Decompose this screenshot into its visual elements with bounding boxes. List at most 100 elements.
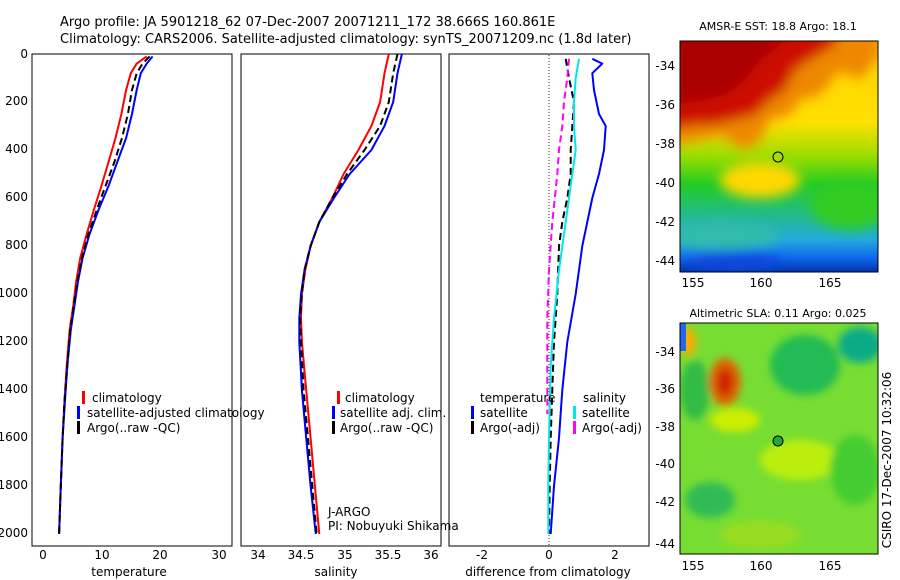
sla-lon-160: 160	[750, 559, 773, 573]
diff-tick-0: 0	[545, 548, 553, 562]
sal-tick-35: 35	[337, 548, 352, 562]
sla-green-sw	[685, 482, 735, 518]
sal-legend-label-argo: Argo(..raw -QC)	[340, 421, 433, 435]
sla-yellow-mid	[710, 408, 760, 432]
principal-investigator-label: PI: Nobuyuki Shikama	[328, 519, 459, 533]
depth-tick-0: 0	[20, 47, 28, 61]
difference-series-group	[546, 57, 607, 535]
sst-lat-34: -34	[655, 59, 675, 73]
depth-tick-200: 200	[5, 94, 28, 108]
sla-eddy-red	[717, 368, 733, 396]
salinity-legend: climatology satellite adj. clim. Argo(..…	[332, 391, 446, 435]
legend-label-climatology: climatology	[92, 391, 162, 405]
sst-yellow-tongue	[720, 162, 800, 198]
sla-lat-40: -40	[655, 457, 675, 471]
sla-argo-marker	[772, 435, 784, 447]
sla-lon-155: 155	[682, 559, 705, 573]
sst-lon-155: 155	[682, 276, 705, 290]
salinity-series-group	[298, 53, 403, 535]
sla-lat-44: -44	[655, 537, 675, 551]
diff-legend-swatch-sal-satellite	[573, 406, 576, 419]
sla-blobs	[680, 327, 878, 549]
sal-legend-swatch-argo	[332, 421, 335, 434]
legend-label-satellite-adjusted: satellite-adjusted climatology	[87, 406, 265, 420]
sla-lat-34: -34	[655, 345, 675, 359]
sst-lat-40: -40	[655, 176, 675, 190]
sst-lon-165: 165	[819, 276, 842, 290]
legend-swatch-satellite-adjusted	[77, 406, 80, 419]
sal-tick-34-5: 34.5	[288, 548, 315, 562]
figure-title-line-2: Climatology: CARS2006. Satellite-adjuste…	[60, 32, 632, 47]
temperature-legend: climatology satellite-adjusted climatolo…	[77, 391, 265, 435]
sst-lat-44: -44	[655, 254, 675, 268]
sla-blue-corner	[680, 323, 686, 351]
depth-tick-labels: 0 200 400 600 800 1000 1200 1400 1600 18…	[0, 47, 28, 540]
salinity-series-argo-raw-qc-2	[299, 53, 399, 535]
sla-map-title: Altimetric SLA: 0.11 Argo: 0.025	[689, 307, 866, 320]
diff-legend-label-temp-argo: Argo(-adj)	[480, 421, 540, 435]
sst-lat-42: -42	[655, 215, 675, 229]
depth-tick-2000: 2000	[0, 526, 28, 540]
sla-teal-ne	[838, 327, 878, 363]
sst-lat-36: -36	[655, 98, 675, 112]
sst-map-field	[680, 41, 878, 272]
diff-legend-label-sal-satellite: satellite	[582, 406, 630, 420]
diff-tick-minus2: -2	[476, 548, 488, 562]
sal-legend-swatch-climatology	[337, 391, 340, 404]
sla-y-ticks: -34 -36 -38 -40 -42 -44	[655, 345, 675, 551]
legend-swatch-climatology	[82, 391, 85, 404]
depth-tick-600: 600	[5, 190, 28, 204]
sst-x-ticks: 155 160 165	[682, 276, 842, 290]
depth-tick-1400: 1400	[0, 382, 28, 396]
sla-yellow-south	[760, 440, 840, 480]
sla-lat-38: -38	[655, 420, 675, 434]
difference-series-salinity-argo-adj-3	[546, 58, 570, 414]
sal-tick-34: 34	[250, 548, 265, 562]
temperature-panel-frame	[31, 53, 233, 547]
salinity-panel-frame	[240, 53, 442, 547]
sst-blue-south	[690, 253, 780, 271]
diff-legend-swatch-temp-satellite	[471, 406, 474, 419]
diff-legend-swatch-temp-argo	[471, 421, 474, 434]
depth-tick-1200: 1200	[0, 334, 28, 348]
salinity-x-ticks: 34 34.5 35 35.5 36	[250, 548, 438, 562]
sla-map-field	[680, 323, 878, 554]
sst-argo-marker	[772, 151, 784, 163]
temp-tick-30: 30	[211, 548, 226, 562]
legend-swatch-argo	[77, 421, 80, 434]
temperature-series-argo-raw-qc-2	[58, 55, 151, 535]
temperature-axis-label: temperature	[91, 565, 166, 579]
sal-tick-36: 36	[423, 548, 438, 562]
figure-title-line-1: Argo profile: JA 5901218_62 07-Dec-2007 …	[60, 15, 555, 30]
sla-lon-165: 165	[819, 559, 842, 573]
legend-label-argo: Argo(..raw -QC)	[87, 421, 180, 435]
sst-warm-darkred	[680, 41, 783, 104]
depth-tick-1600: 1600	[0, 430, 28, 444]
sst-map-frame	[679, 40, 879, 273]
sla-map-frame	[679, 322, 879, 555]
temp-tick-10: 10	[94, 548, 109, 562]
diff-legend-temperature-title: temperature	[480, 391, 555, 405]
diff-legend-label-temp-satellite: satellite	[480, 406, 528, 420]
sst-map-title: AMSR-E SST: 18.8 Argo: 18.1	[699, 20, 857, 33]
salinity-series-climatology-0	[300, 53, 390, 535]
sst-lon-160: 160	[750, 276, 773, 290]
sal-legend-label-satellite: satellite adj. clim.	[340, 406, 446, 420]
csiro-timestamp: CSIRO 17-Dec-2007 10:32:06	[880, 372, 894, 549]
diff-legend-label-sal-argo: Argo(-adj)	[582, 421, 642, 435]
sla-green-ne	[770, 335, 840, 395]
depth-tick-1800: 1800	[0, 478, 28, 492]
sla-green-se	[830, 435, 878, 505]
sla-green-west	[680, 360, 710, 420]
sal-legend-label-climatology: climatology	[345, 391, 415, 405]
temperature-series-climatology-0	[58, 55, 148, 535]
sst-y-ticks: -34 -36 -38 -40 -42 -44	[655, 59, 675, 268]
temp-tick-0: 0	[39, 548, 47, 562]
depth-tick-800: 800	[5, 238, 28, 252]
temperature-series-group	[58, 55, 154, 535]
difference-axis-label: difference from climatology	[465, 565, 631, 579]
difference-legend: temperature satellite Argo(-adj) salinit…	[471, 391, 642, 435]
difference-panel-frame	[448, 53, 650, 547]
difference-series-salinity-satellite-2	[547, 58, 580, 534]
difference-series-temperature-satellite-0	[549, 57, 607, 535]
